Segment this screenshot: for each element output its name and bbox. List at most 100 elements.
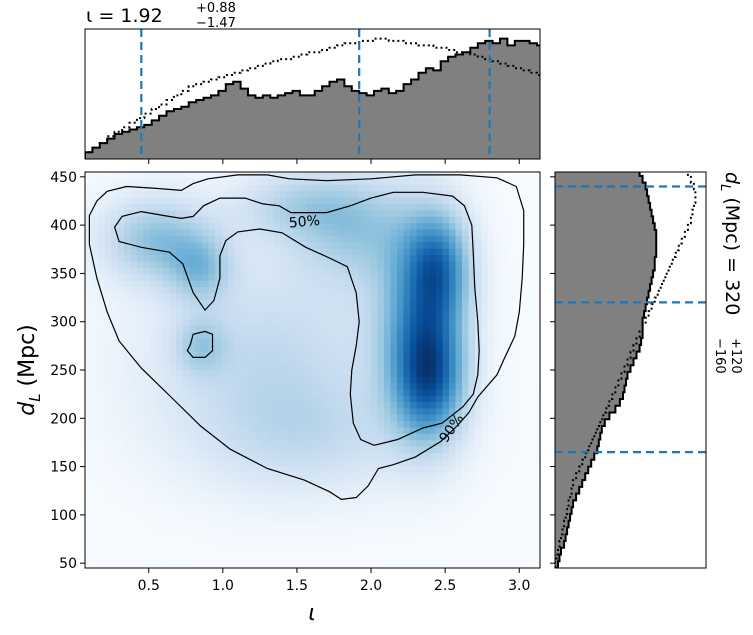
heatmap-cell: [189, 370, 197, 377]
heatmap-cell: [507, 293, 515, 301]
heatmap-cell: [377, 312, 385, 320]
heatmap-cell: [390, 229, 398, 237]
heatmap-cell: [306, 504, 314, 512]
heatmap-cell: [202, 312, 210, 320]
heatmap-cell: [533, 542, 540, 550]
heatmap-cell: [247, 395, 255, 403]
heatmap-cell: [338, 331, 346, 339]
heatmap-cell: [104, 286, 112, 294]
heatmap-cell: [494, 293, 502, 301]
heatmap-cell: [377, 338, 385, 346]
heatmap-cell: [325, 338, 333, 346]
heatmap-cell: [384, 516, 392, 524]
heatmap-cell: [377, 363, 385, 371]
heatmap-cell: [325, 414, 333, 422]
heatmap-cell: [494, 184, 502, 192]
heatmap-cell: [267, 453, 275, 461]
heatmap-cell: [520, 255, 528, 263]
heatmap-cell: [254, 548, 262, 556]
heatmap-cell: [189, 389, 197, 397]
heatmap-cell: [150, 459, 158, 467]
heatmap-cell: [501, 382, 509, 390]
heatmap-cell: [286, 274, 294, 282]
heatmap-cell: [247, 561, 255, 568]
heatmap-cell: [533, 172, 540, 179]
heatmap-cell: [442, 280, 450, 288]
heatmap-cell: [397, 516, 405, 524]
heatmap-cell: [494, 548, 502, 556]
heatmap-cell: [507, 548, 515, 556]
heatmap-cell: [137, 382, 145, 390]
heatmap-cell: [520, 478, 528, 486]
heatmap-cell: [403, 472, 411, 480]
heatmap-cell: [397, 433, 405, 441]
heatmap-cell: [475, 446, 483, 454]
heatmap-cell: [501, 267, 509, 275]
heatmap-cell: [299, 453, 307, 461]
heatmap-cell: [273, 421, 281, 429]
heatmap-cell: [299, 172, 307, 179]
heatmap-cell: [436, 318, 444, 326]
heatmap-cell: [494, 561, 502, 568]
heatmap-cell: [293, 216, 301, 224]
heatmap-cell: [494, 536, 502, 544]
heatmap-cell: [137, 376, 145, 384]
heatmap-cell: [442, 293, 450, 301]
heatmap-cell: [208, 484, 216, 492]
y-tick-label: 200: [50, 411, 77, 427]
heatmap-cell: [351, 363, 359, 371]
heatmap-cell: [423, 421, 431, 429]
heatmap-cell: [501, 197, 509, 205]
heatmap-cell: [273, 255, 281, 263]
heatmap-cell: [351, 293, 359, 301]
heatmap-cell: [364, 395, 372, 403]
heatmap-cell: [215, 261, 223, 269]
heatmap-cell: [143, 216, 151, 224]
heatmap-cell: [520, 363, 528, 371]
heatmap-cell: [228, 376, 236, 384]
heatmap-cell: [358, 191, 366, 199]
heatmap-cell: [306, 306, 314, 314]
heatmap-cell: [273, 338, 281, 346]
heatmap-cell: [130, 203, 138, 211]
heatmap-cell: [403, 401, 411, 409]
heatmap-cell: [358, 414, 366, 422]
heatmap-cell: [150, 433, 158, 441]
heatmap-cell: [507, 312, 515, 320]
heatmap-cell: [319, 299, 327, 307]
heatmap-cell: [234, 459, 242, 467]
heatmap-cell: [267, 408, 275, 416]
heatmap-cell: [130, 536, 138, 544]
heatmap-cell: [195, 491, 203, 499]
heatmap-cell: [267, 286, 275, 294]
heatmap-cell: [312, 357, 320, 365]
heatmap-cell: [111, 561, 119, 568]
heatmap-cell: [124, 389, 132, 397]
heatmap-cell: [111, 248, 119, 256]
heatmap-cell: [273, 453, 281, 461]
heatmap-cell: [325, 484, 333, 492]
heatmap-cell: [371, 446, 379, 454]
heatmap-cell: [533, 516, 540, 524]
heatmap-cell: [273, 497, 281, 505]
heatmap-cell: [533, 318, 540, 326]
heatmap-cell: [234, 197, 242, 205]
heatmap-cell: [527, 395, 535, 403]
heatmap-cell: [247, 529, 255, 537]
heatmap-cell: [241, 344, 249, 352]
heatmap-cell: [377, 484, 385, 492]
heatmap-cell: [306, 242, 314, 250]
heatmap-cell: [267, 548, 275, 556]
heatmap-cell: [416, 280, 424, 288]
heatmap-cell: [507, 484, 515, 492]
heatmap-cell: [234, 267, 242, 275]
heatmap-cell: [260, 497, 268, 505]
heatmap-cell: [475, 223, 483, 231]
heatmap-cell: [299, 229, 307, 237]
heatmap-cell: [410, 497, 418, 505]
heatmap-cell: [143, 363, 151, 371]
heatmap-cell: [501, 172, 509, 179]
heatmap-cell: [91, 510, 99, 518]
heatmap-cell: [163, 370, 171, 377]
heatmap-cell: [104, 203, 112, 211]
